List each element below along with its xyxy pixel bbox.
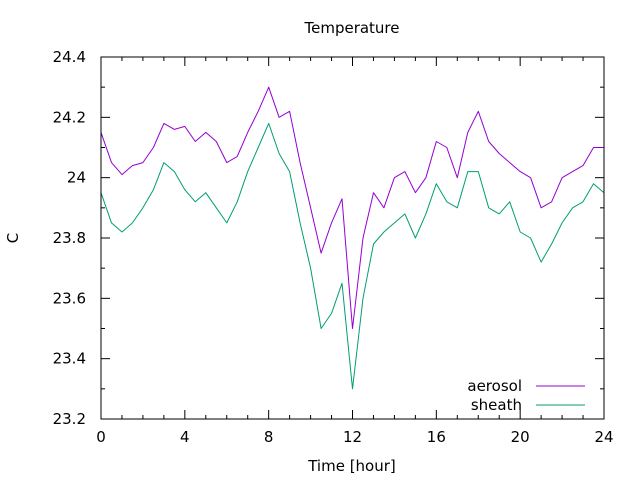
ticks-layer: 0 4 8 12 16 20 24 23.2 23.4 23.6 23.8 24 24.2 24.4 (53, 48, 614, 446)
x-tick-label: 16 (427, 428, 446, 446)
legend-label-aerosol: aerosol (467, 377, 522, 395)
y-tick-label: 24 (67, 169, 86, 187)
series-line-aerosol (100, 86, 604, 329)
y-tick-label: 23.6 (53, 289, 86, 307)
x-tick-label: 24 (594, 428, 613, 446)
x-tick-label: 0 (96, 428, 106, 446)
y-tick-label: 23.4 (53, 350, 86, 368)
plot-frame (100, 56, 605, 420)
x-tick-label: 4 (180, 428, 190, 446)
y-tick-label: 24.2 (53, 108, 86, 126)
y-tick-label: 24.4 (53, 48, 86, 66)
y-axis-label: C (4, 233, 22, 243)
chart-title: Temperature (303, 19, 399, 37)
x-tick-label: 8 (264, 428, 274, 446)
x-tick-label: 12 (343, 428, 362, 446)
series-layer (100, 86, 605, 390)
x-tick-label: 20 (511, 428, 530, 446)
series-line-sheath (100, 122, 605, 390)
y-tick-label: 23.8 (53, 229, 86, 247)
y-tick-label: 23.2 (53, 410, 86, 428)
x-axis-label: Time [hour] (307, 457, 396, 475)
legend-label-sheath: sheath (471, 396, 522, 414)
